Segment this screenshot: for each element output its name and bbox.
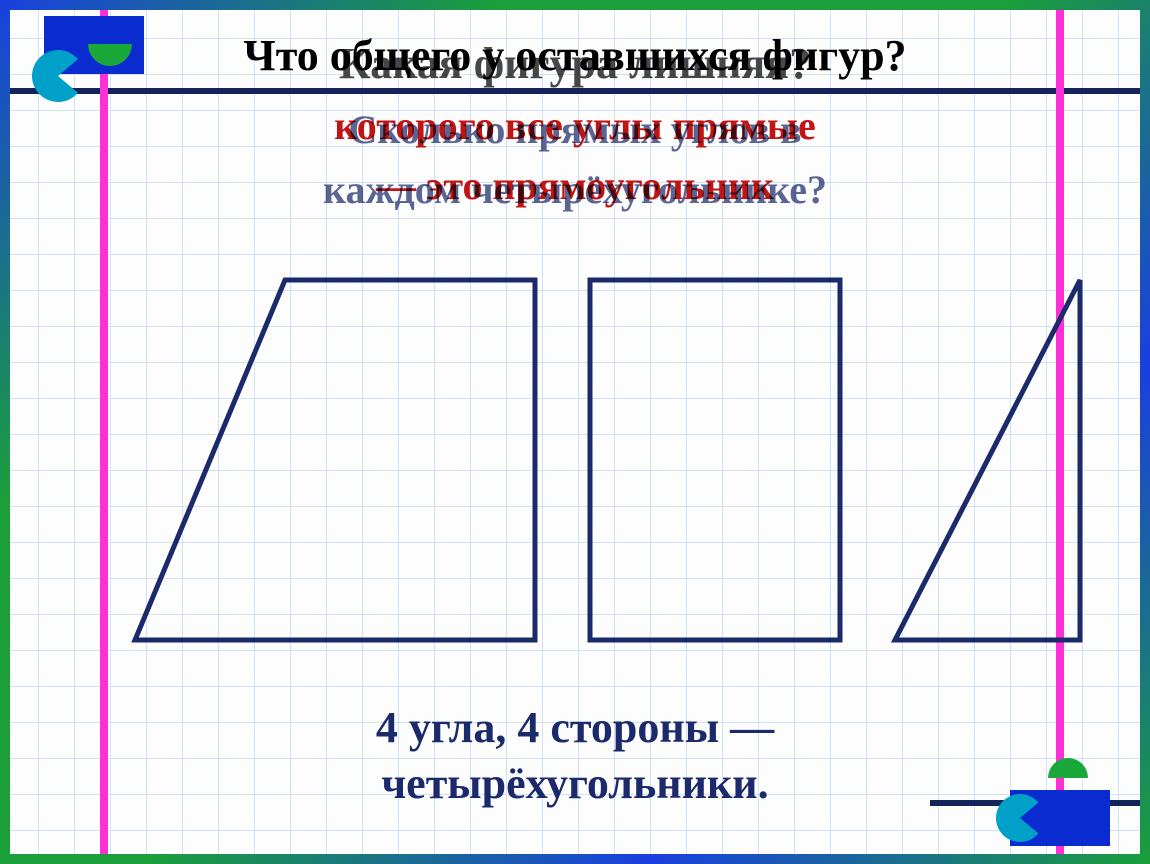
question-how-many-right-angles: Сколько прямых углов в [10,106,1140,153]
question-each-quadrilateral: каждом четырёхугольнике? [10,166,1140,213]
caption-four-angles-sides: 4 угла, 4 стороны — [10,702,1140,753]
text-layer: Что общего у оставшихся фигур? Какая фиг… [10,10,1140,854]
slide-frame: Что общего у оставшихся фигур? Какая фиг… [0,0,1150,864]
question-which-extra: Какая фигура лишняя? [10,38,1140,89]
caption-quadrilaterals: четырёхугольники. [10,758,1140,809]
paper-area: Что общего у оставшихся фигур? Какая фиг… [10,10,1140,854]
